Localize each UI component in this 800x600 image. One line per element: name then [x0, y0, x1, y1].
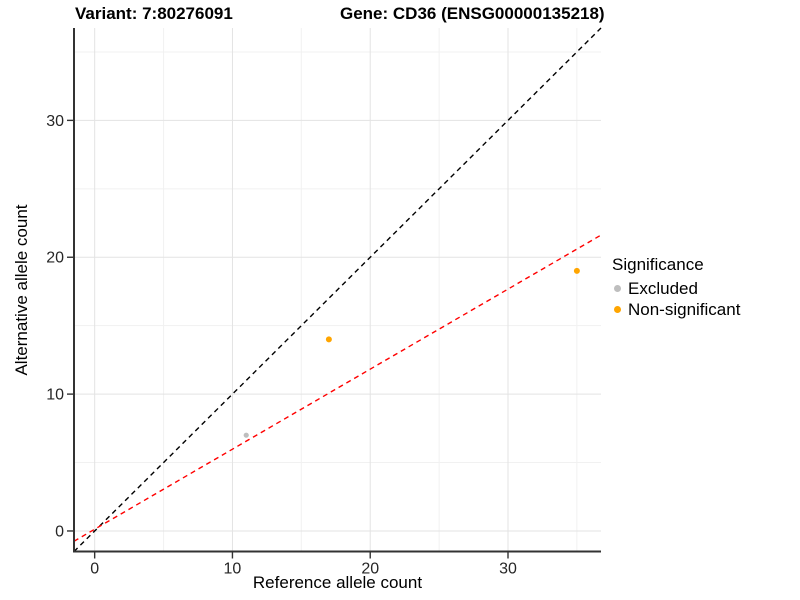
y-tick-label: 10: [46, 387, 64, 404]
y-axis-title: Alternative allele count: [12, 204, 31, 376]
data-point-non-significant: [325, 336, 332, 343]
legend-title: Significance: [612, 255, 704, 274]
excluded-dot-icon: [614, 285, 621, 292]
y-tick-label: 30: [46, 113, 64, 130]
legend-item-label: Non-significant: [628, 299, 741, 319]
data-point-excluded: [243, 432, 249, 438]
identity-line: [73, 27, 602, 552]
legend-item-excluded: Excluded: [612, 278, 740, 299]
fit-line: [73, 234, 602, 542]
legend: Significance Excluded Non-significant: [612, 255, 740, 320]
legend-item-non-significant: Non-significant: [612, 299, 740, 320]
x-tick-label: 0: [90, 561, 99, 578]
non-significant-dot-icon: [614, 306, 621, 313]
data-point-non-significant: [573, 267, 580, 274]
y-tick-label: 20: [46, 250, 64, 267]
x-tick-label: 10: [224, 561, 242, 578]
x-axis-title: Reference allele count: [252, 573, 423, 592]
variant-title: Variant: 7:80276091: [75, 4, 233, 23]
y-tick-label: 0: [55, 523, 64, 540]
gene-title: Gene: CD36 (ENSG00000135218): [340, 4, 605, 23]
x-tick-label: 30: [499, 561, 517, 578]
legend-item-label: Excluded: [628, 278, 698, 298]
x-tick-label: 20: [361, 561, 379, 578]
